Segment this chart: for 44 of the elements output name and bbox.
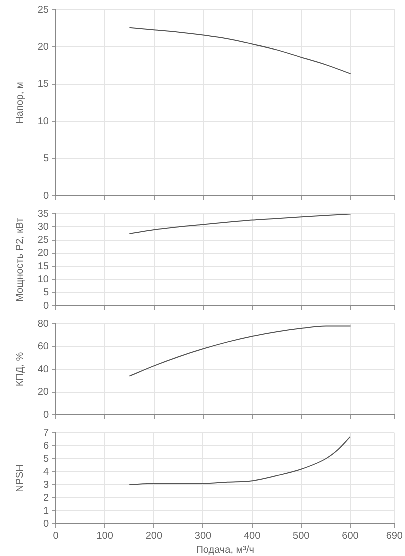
x-tick-label: 690 (386, 530, 404, 542)
line-series (129, 27, 352, 74)
y-tick-label: 80 (38, 318, 50, 330)
y-tick-label: 0 (43, 190, 50, 202)
y-tick-label: 30 (38, 222, 50, 233)
x-tick-label: 100 (96, 530, 114, 542)
y-tick-label: 5 (43, 154, 50, 165)
y-tick-label: 0 (43, 300, 50, 312)
x-tick-label: 500 (293, 530, 310, 542)
y-tick-label: 2 (43, 492, 50, 504)
line-series (129, 436, 351, 486)
y-tick-label: 15 (38, 79, 50, 90)
line-series (129, 326, 352, 377)
y-tick-label: 20 (38, 387, 50, 398)
x-tick-label: 600 (342, 530, 360, 542)
y-tick-label: 60 (38, 342, 50, 352)
y-tick-label: 5 (43, 454, 50, 465)
line-series (129, 214, 352, 234)
y-tick-label: 5 (43, 288, 50, 299)
y-tick-label: 0 (43, 410, 50, 421)
x-axis-title: Подача, м³/ч (196, 544, 254, 556)
y-axis-title: NPSH (14, 464, 26, 492)
y-tick-label: 25 (38, 4, 50, 16)
y-tick-label: 10 (38, 116, 50, 128)
y-axis-title: Напор, м (14, 82, 26, 124)
y-axis-title: Мощность P2, кВт (14, 218, 26, 302)
y-tick-label: 25 (38, 235, 50, 246)
y-tick-label: 6 (43, 440, 50, 452)
y-tick-label: 3 (43, 480, 50, 491)
x-tick-label: 300 (194, 530, 212, 542)
y-tick-label: 15 (38, 261, 50, 272)
x-tick-label: 200 (146, 530, 163, 542)
y-tick-label: 35 (38, 208, 50, 220)
x-tick-label: 0 (53, 530, 60, 542)
y-tick-label: 7 (43, 428, 50, 439)
y-tick-label: 0 (43, 518, 50, 530)
y-tick-label: 1 (43, 506, 50, 517)
y-axis-title: КПД, % (14, 352, 26, 387)
y-tick-label: 4 (43, 466, 50, 478)
y-tick-label: 40 (38, 364, 50, 376)
y-tick-label: 20 (38, 248, 50, 260)
x-tick-label: 400 (244, 530, 262, 542)
y-tick-label: 20 (38, 42, 50, 53)
y-tick-label: 10 (38, 274, 50, 286)
